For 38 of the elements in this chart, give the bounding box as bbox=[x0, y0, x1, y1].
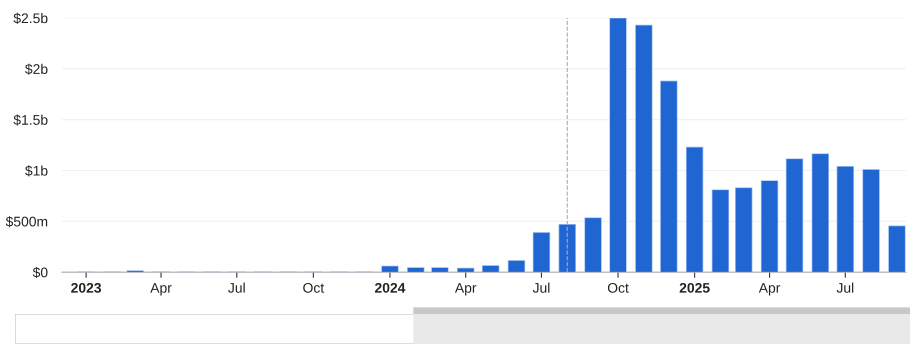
bar bbox=[712, 189, 730, 272]
x-tick-label: Jul bbox=[836, 282, 854, 293]
bar bbox=[888, 226, 906, 272]
bar bbox=[457, 268, 474, 272]
y-tick-label: $1b bbox=[25, 165, 48, 176]
y-tick-label: $0 bbox=[32, 266, 48, 278]
bar bbox=[609, 18, 627, 272]
y-tick-label: $2b bbox=[25, 64, 48, 75]
x-tick-label: Jul bbox=[532, 282, 550, 293]
bar bbox=[381, 266, 399, 272]
bar bbox=[482, 265, 500, 272]
bar bbox=[660, 80, 678, 272]
x-tick-label: 2025 bbox=[680, 282, 710, 293]
bar bbox=[836, 166, 854, 272]
bar bbox=[558, 224, 576, 272]
bar bbox=[584, 217, 602, 272]
x-tick-label: Oct bbox=[303, 282, 324, 293]
bar bbox=[407, 267, 424, 272]
bar bbox=[508, 260, 526, 272]
x-tick-label: Oct bbox=[608, 282, 629, 293]
x-tick-label: Apr bbox=[454, 283, 476, 296]
x-tick-label: Apr bbox=[150, 283, 172, 296]
bar bbox=[812, 153, 829, 272]
bar bbox=[686, 146, 704, 272]
y-tick-label: $1.5b bbox=[13, 114, 48, 126]
y-tick-label: $2.5b bbox=[13, 12, 48, 24]
bar bbox=[532, 232, 550, 272]
bar bbox=[862, 169, 880, 272]
x-tick-label: Jul bbox=[228, 282, 245, 293]
bar bbox=[431, 267, 449, 272]
bar bbox=[635, 24, 653, 272]
bar bbox=[735, 187, 752, 272]
x-tick-label: Apr bbox=[758, 283, 780, 296]
y-tick-label: $500m bbox=[6, 216, 48, 228]
x-tick-label: 2023 bbox=[71, 282, 102, 293]
x-tick-label: 2024 bbox=[374, 282, 406, 293]
bar bbox=[786, 158, 804, 272]
bar bbox=[760, 180, 778, 272]
